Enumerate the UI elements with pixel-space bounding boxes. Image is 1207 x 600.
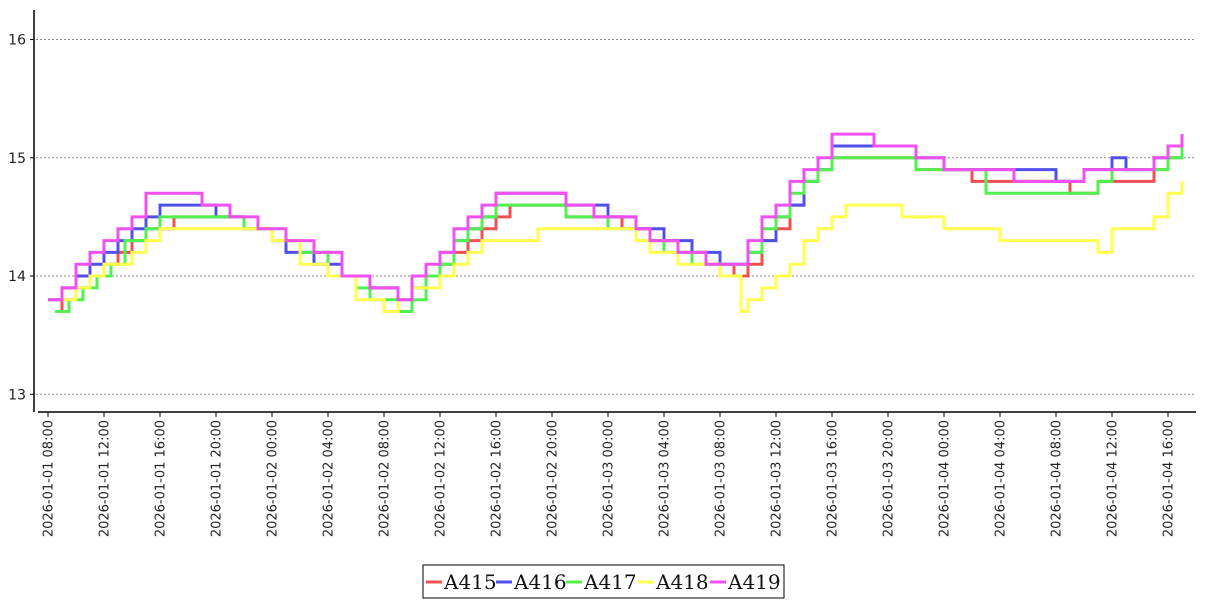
x-tick-label: 2026-01-02 00:00 [266, 420, 281, 537]
x-tick-label: 2026-01-01 12:00 [98, 420, 113, 537]
legend-label-a419: A419 [727, 570, 781, 594]
x-tick-label: 2026-01-04 12:00 [1106, 420, 1121, 537]
legend-label-a415: A415 [443, 570, 497, 594]
legend: A415 A416 A417 A418 A419 [422, 564, 785, 599]
x-tick-label: 2026-01-03 00:00 [602, 420, 617, 537]
x-tick-label: 2026-01-04 16:00 [1162, 420, 1177, 537]
y-tick-labels: 13 14 15 16 [8, 33, 34, 403]
x-tick-label: 2026-01-03 20:00 [882, 420, 897, 537]
x-tick-label: 2026-01-04 00:00 [938, 420, 953, 537]
series-line-a418 [62, 181, 1184, 313]
series-line-a417 [55, 146, 1184, 313]
legend-label-a417: A417 [583, 570, 637, 594]
legend-label-a416: A416 [513, 570, 567, 594]
x-tick-labels: 2026-01-01 08:00 2026-01-01 12:00 2026-01-… [42, 412, 1177, 537]
y-tick-label: 15 [8, 151, 26, 167]
axes-layer [33, 10, 1196, 413]
y-tick-label: 13 [8, 387, 26, 403]
x-tick-label: 2026-01-02 12:00 [434, 420, 449, 537]
x-tick-label: 2026-01-02 16:00 [490, 420, 505, 537]
grid-layer [36, 39, 1196, 395]
x-tick-label: 2026-01-02 20:00 [546, 420, 561, 537]
y-tick-label: 14 [8, 269, 26, 285]
x-tick-label: 2026-01-01 16:00 [154, 420, 169, 537]
x-tick-label: 2026-01-03 12:00 [770, 420, 785, 537]
x-tick-label: 2026-01-02 04:00 [322, 420, 337, 537]
series-line-a419 [48, 132, 1184, 302]
y-tick-label: 16 [8, 33, 26, 49]
x-tick-label: 2026-01-03 08:00 [714, 420, 729, 537]
x-tick-label: 2026-01-04 04:00 [994, 420, 1009, 537]
legend-label-a418: A418 [655, 570, 709, 594]
x-tick-label: 2026-01-03 16:00 [826, 420, 841, 537]
series-layer [48, 132, 1184, 313]
x-tick-label: 2026-01-02 08:00 [378, 420, 393, 537]
x-tick-label: 2026-01-04 08:00 [1050, 420, 1065, 537]
x-tick-label: 2026-01-01 08:00 [42, 420, 57, 537]
x-tick-label: 2026-01-03 04:00 [658, 420, 673, 537]
x-tick-label: 2026-01-01 20:00 [210, 420, 225, 537]
